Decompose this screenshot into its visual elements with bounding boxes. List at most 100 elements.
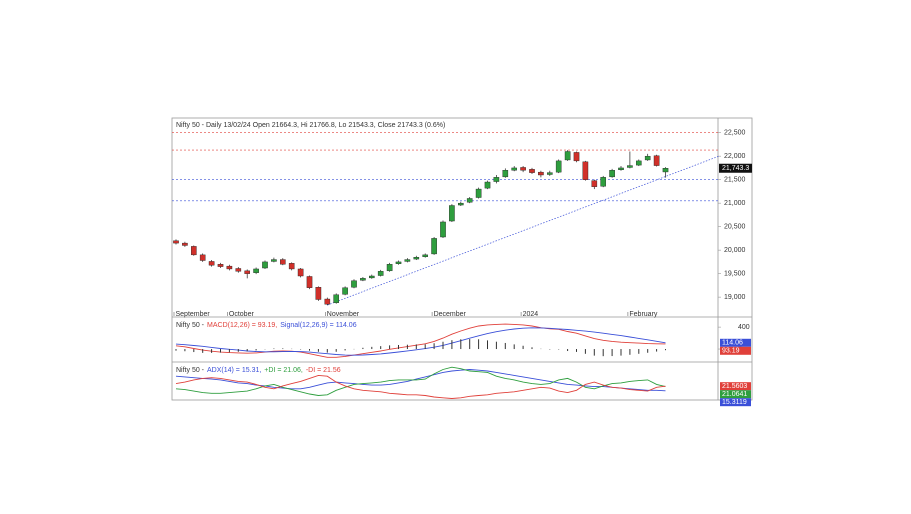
candle-body — [306, 276, 313, 288]
histogram-bar — [335, 349, 337, 352]
indicator-line — [175, 366, 666, 396]
value-box-label: 21.0641 — [722, 391, 747, 398]
legend-entry: MACD(12,26) = 93.19, — [207, 322, 277, 329]
candle-body — [555, 160, 562, 173]
last-price-label: 21,743.3 — [722, 165, 749, 172]
histogram-bar — [531, 347, 533, 350]
candle-body — [662, 168, 669, 173]
histogram-bar — [371, 346, 373, 350]
candle-body — [199, 254, 206, 261]
candle-body — [226, 265, 233, 270]
value-box-label: 21.5603 — [722, 383, 747, 390]
trend-line — [327, 155, 720, 306]
histogram-bar — [184, 349, 186, 352]
legend-entry: -DI = 21.56 — [306, 367, 341, 374]
histogram-bar — [460, 339, 462, 350]
histogram-bar — [255, 349, 257, 351]
histogram-bar — [478, 339, 480, 350]
y-tick-label: 21,000 — [724, 200, 746, 207]
legend: Nifty 50 - MACD(12,26) = 93.19, Signal(12,… — [176, 322, 357, 329]
candle-body — [475, 188, 482, 198]
candle-body — [280, 259, 286, 265]
candle-body — [431, 238, 437, 255]
candle-body — [395, 261, 402, 264]
indicator-line — [175, 323, 666, 358]
candle-body — [217, 264, 224, 267]
legend-entry: ADX(14) = 15.31, — [207, 367, 261, 374]
value-box — [720, 390, 751, 399]
candle-body — [271, 259, 277, 262]
histogram-bar — [638, 349, 640, 354]
candle-body — [404, 259, 411, 262]
indicator-line — [175, 374, 666, 399]
candle-body — [636, 160, 642, 166]
histogram-bar — [584, 349, 586, 354]
candle-body — [502, 170, 509, 178]
candle-body — [449, 205, 455, 222]
candle-body — [422, 254, 429, 257]
value-box — [720, 382, 751, 391]
candle-body — [520, 167, 526, 171]
candle-body — [573, 152, 580, 162]
candle-body — [244, 270, 251, 274]
histogram-bar — [567, 349, 569, 352]
histogram-bar — [282, 348, 284, 350]
histogram-bar — [202, 349, 204, 353]
candle-body — [591, 180, 598, 187]
candle-body — [440, 221, 446, 238]
candle-body — [377, 271, 384, 276]
candle-body — [208, 261, 215, 266]
histogram-bar — [629, 349, 631, 355]
histogram-bar — [451, 340, 453, 350]
value-box-label: 15.3119 — [722, 399, 747, 406]
y-tick-label: 22,000 — [724, 153, 746, 160]
x-tick-label: November — [327, 311, 360, 318]
frame — [171, 117, 753, 401]
histogram-bar — [522, 345, 524, 350]
value-box-label: 93.19 — [722, 348, 740, 355]
histogram-bar — [309, 349, 310, 351]
candle-body — [564, 151, 571, 161]
candle-body — [297, 268, 304, 277]
candle-body — [618, 167, 624, 171]
candle-body — [547, 172, 553, 175]
y-tick-label: 400 — [738, 324, 750, 331]
candle-body — [360, 278, 366, 281]
panel-title: Nifty 50 - Daily 13/02/24 Open 21664.3, … — [176, 122, 445, 129]
candle-body — [173, 240, 179, 244]
candle-body — [627, 165, 633, 168]
histogram-bar — [246, 349, 248, 352]
x-tick-label: December — [434, 311, 467, 318]
y-tick-label: 20,500 — [724, 224, 746, 231]
histogram-bar — [228, 349, 230, 353]
histogram-bar — [469, 339, 471, 350]
last-price-box — [719, 163, 752, 173]
x-tick-label: October — [229, 311, 255, 318]
histogram-bar — [504, 342, 506, 350]
histogram-bar — [175, 349, 177, 351]
histogram-bar — [442, 341, 444, 350]
candle-body — [493, 177, 500, 182]
legend: Nifty 50 - ADX(14) = 15.31, +DI = 21.06, -D… — [176, 367, 341, 374]
histogram-bar — [656, 349, 658, 352]
histogram-bar — [193, 349, 195, 353]
value-box — [720, 398, 751, 407]
candle-body — [458, 202, 464, 206]
histogram-bar — [398, 344, 399, 350]
histogram-bar — [326, 349, 328, 353]
candle-body — [342, 287, 348, 295]
candle-body — [466, 198, 473, 203]
histogram-bar — [211, 349, 213, 353]
histogram-bar — [317, 349, 319, 352]
y-tick-label: 22,500 — [724, 130, 746, 137]
candle-body — [529, 169, 535, 173]
y-tick-label: 20,000 — [724, 247, 746, 254]
histogram-bar — [665, 349, 666, 351]
candle-body — [644, 155, 651, 161]
x-tick-label: 2024 — [523, 311, 539, 318]
candle-body — [511, 167, 518, 171]
candle-body — [538, 171, 544, 176]
candle-body — [315, 287, 322, 300]
